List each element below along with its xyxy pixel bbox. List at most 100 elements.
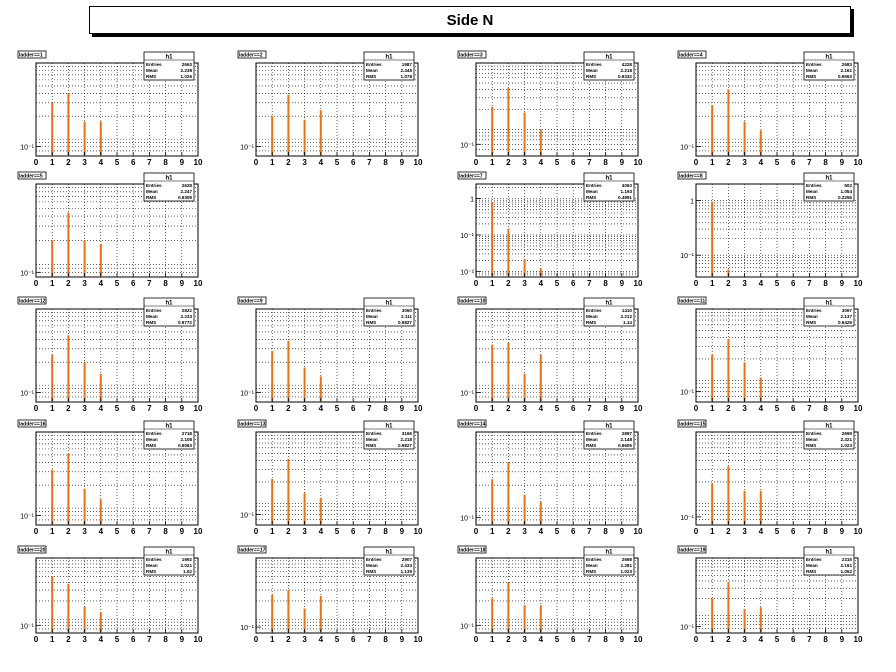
y-tick-label: 10⁻¹ <box>20 513 34 520</box>
histogram-bar <box>759 130 762 156</box>
x-tick-label: 2 <box>726 635 731 644</box>
panel-label-box <box>17 50 47 59</box>
x-tick-label: 5 <box>555 527 560 536</box>
x-tick-label: 7 <box>587 635 592 644</box>
x-tick-label: 3 <box>742 404 747 413</box>
stats-box <box>803 546 855 576</box>
stats-label: Entries <box>586 183 602 188</box>
histogram-bar <box>507 228 510 277</box>
panel-label-box <box>17 419 47 428</box>
stats-value: 1.193 <box>621 189 633 194</box>
x-tick-label: 4 <box>99 404 104 413</box>
stats-header: h1 <box>385 550 393 556</box>
x-tick-label: 9 <box>620 279 625 288</box>
stats-label: Entries <box>806 183 822 188</box>
stats-label: RMS <box>146 443 156 448</box>
x-tick-label: 1 <box>270 158 275 167</box>
x-tick-label: 1 <box>490 635 495 644</box>
x-tick-label: 4 <box>99 279 104 288</box>
x-tick-label: 8 <box>823 279 828 288</box>
x-tick-label: 8 <box>163 279 168 288</box>
x-tick-label: 1 <box>50 635 55 644</box>
stats-label: Mean <box>806 563 818 568</box>
x-tick-label: 3 <box>82 404 87 413</box>
stats-label: RMS <box>586 443 596 448</box>
panel-label: ladder==12 <box>19 299 46 305</box>
histogram-bar <box>67 212 70 277</box>
histogram-bar <box>507 88 510 156</box>
x-tick-label: 7 <box>147 279 152 288</box>
stats-value: 2.218 <box>621 68 633 73</box>
histogram-bar <box>51 354 54 402</box>
histogram-bar <box>319 497 322 525</box>
x-tick-label: 6 <box>131 279 136 288</box>
x-tick-label: 9 <box>840 279 845 288</box>
stats-value: 1.14 <box>623 320 632 325</box>
x-tick-label: 6 <box>131 635 136 644</box>
x-tick-label: 7 <box>587 279 592 288</box>
stats-label: Entries <box>586 431 602 436</box>
histogram-bar <box>727 582 730 633</box>
x-tick-label: 2 <box>286 404 291 413</box>
x-tick-label: 7 <box>367 527 372 536</box>
x-tick-label: 10 <box>414 158 423 167</box>
stats-box <box>583 546 635 576</box>
x-tick-label: 6 <box>351 635 356 644</box>
x-tick-label: 8 <box>383 404 388 413</box>
stats-box <box>583 172 635 202</box>
stats-value: 0.9827 <box>398 320 412 325</box>
x-tick-label: 0 <box>694 527 699 536</box>
x-tick-label: 4 <box>759 635 764 644</box>
x-tick-label: 0 <box>254 404 259 413</box>
x-tick-label: 1 <box>50 404 55 413</box>
stats-label: RMS <box>806 74 816 79</box>
histogram-bar <box>271 351 274 402</box>
y-tick-label: 10⁻¹ <box>460 390 474 397</box>
histogram-bar <box>51 469 54 525</box>
stats-value: 0.9605 <box>618 443 632 448</box>
x-tick-label: 0 <box>254 635 259 644</box>
stats-value: 2628 <box>182 183 193 188</box>
x-tick-label: 2 <box>506 404 511 413</box>
x-tick-label: 3 <box>302 527 307 536</box>
stats-value: 0.9429 <box>838 320 852 325</box>
x-tick-label: 9 <box>620 404 625 413</box>
x-tick-label: 7 <box>587 158 592 167</box>
stats-value: 3067 <box>842 308 853 313</box>
panel-label-box <box>677 296 707 305</box>
histogram-bar <box>67 453 70 525</box>
stats-header: h1 <box>165 550 173 556</box>
histogram-bar <box>539 354 542 402</box>
stats-value: 0.9309 <box>178 195 192 200</box>
stats-value: 2.148 <box>621 437 633 442</box>
histogram-bar <box>319 596 322 633</box>
stats-label: RMS <box>806 569 816 574</box>
stats-label: RMS <box>806 320 816 325</box>
x-tick-label: 7 <box>587 404 592 413</box>
x-tick-label: 9 <box>840 404 845 413</box>
histogram-bar <box>67 93 70 156</box>
x-tick-label: 9 <box>400 404 405 413</box>
x-tick-label: 3 <box>522 158 527 167</box>
x-tick-label: 6 <box>131 404 136 413</box>
stats-header: h1 <box>165 55 173 61</box>
panel-label-box <box>237 50 267 59</box>
x-tick-label: 5 <box>555 404 560 413</box>
x-tick-label: 4 <box>539 635 544 644</box>
histogram-bar <box>491 344 494 402</box>
x-tick-label: 3 <box>742 279 747 288</box>
histogram-bar <box>491 202 494 277</box>
x-tick-label: 8 <box>603 527 608 536</box>
histogram-bar <box>523 494 526 525</box>
histogram-bar <box>523 373 526 402</box>
histogram-bar <box>743 121 746 156</box>
stats-label: Mean <box>146 314 158 319</box>
x-tick-label: 6 <box>351 158 356 167</box>
x-tick-label: 5 <box>115 404 120 413</box>
stats-label: RMS <box>146 195 156 200</box>
